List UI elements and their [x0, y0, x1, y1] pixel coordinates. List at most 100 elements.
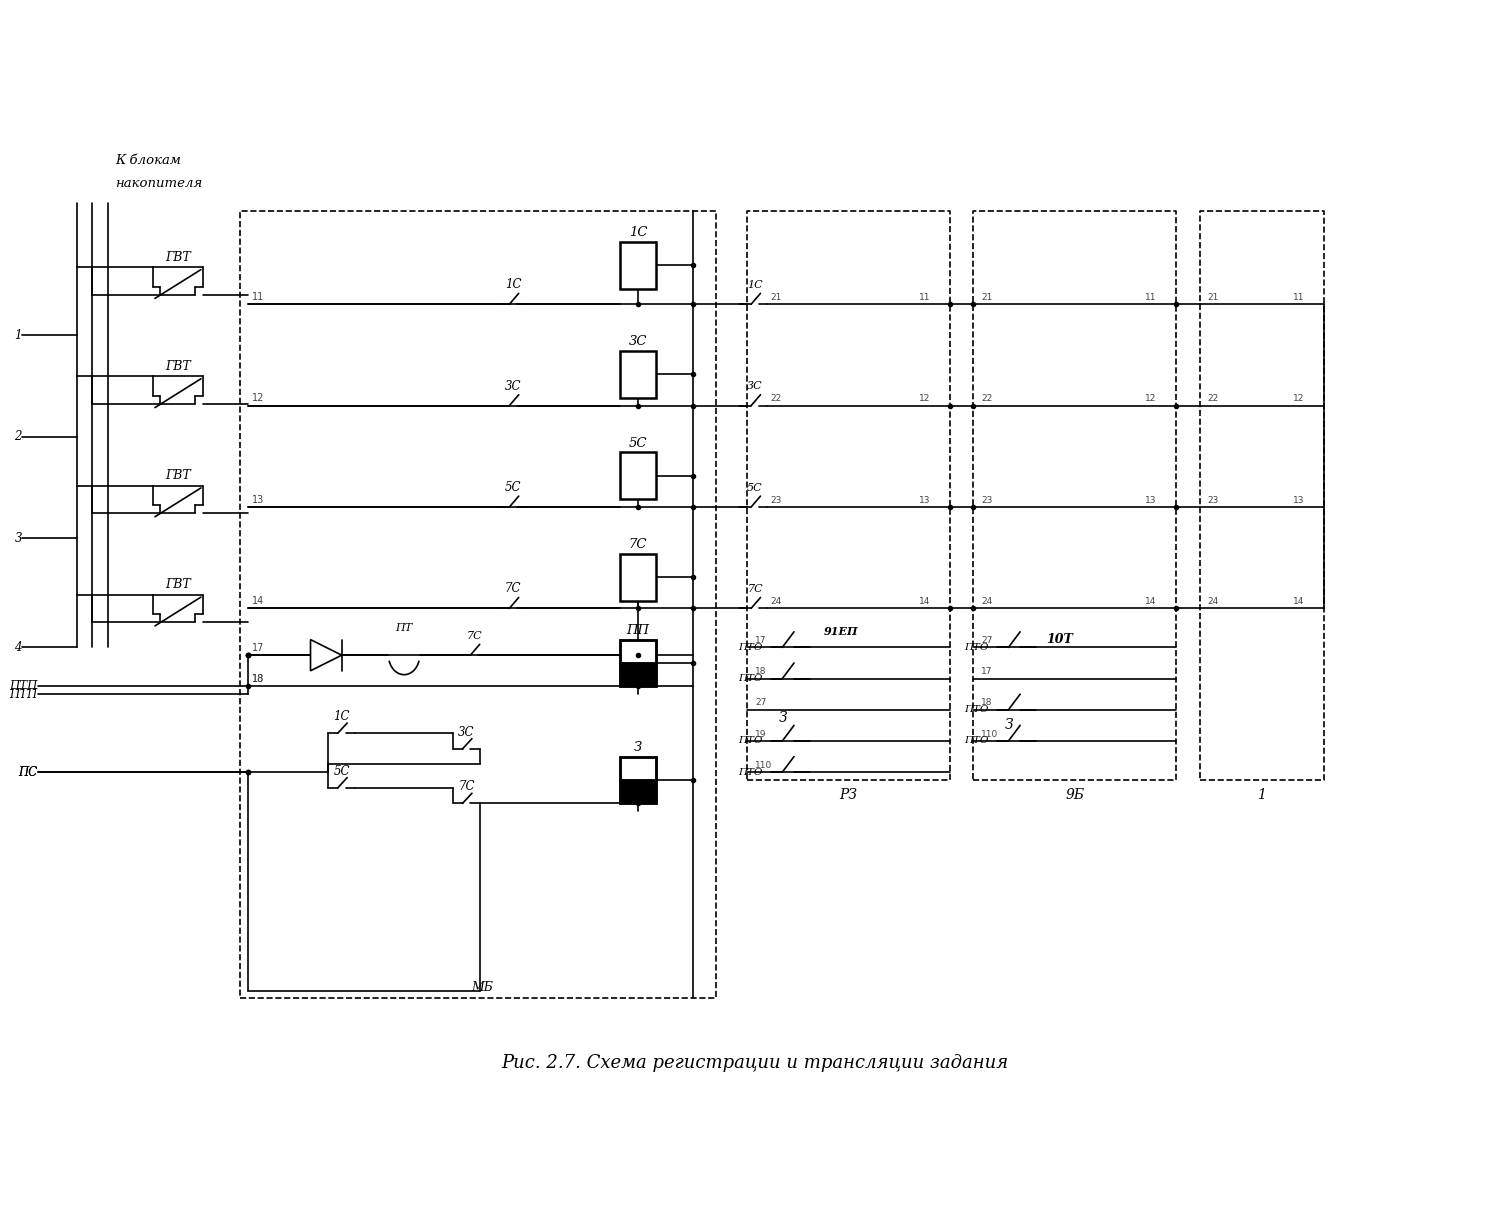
Text: 23: 23: [981, 496, 993, 504]
Text: 12: 12: [1293, 394, 1305, 404]
Text: ПТ: ПТ: [396, 623, 412, 632]
Text: 1С: 1С: [628, 226, 648, 239]
Text: ПТО: ПТО: [738, 768, 764, 776]
Text: РЗ: РЗ: [840, 788, 858, 802]
Text: 18: 18: [981, 699, 993, 707]
Text: 110: 110: [754, 760, 772, 770]
Text: З: З: [634, 741, 642, 753]
Text: 13: 13: [1293, 496, 1305, 504]
Text: ПТО: ПТО: [738, 736, 764, 746]
Text: 5С: 5С: [506, 481, 522, 494]
Text: ПТО: ПТО: [738, 675, 764, 683]
Text: ГВТ: ГВТ: [165, 578, 190, 591]
Text: 4: 4: [15, 641, 22, 654]
Text: 5С: 5С: [628, 436, 648, 450]
Text: 11: 11: [252, 291, 264, 302]
Text: 3С: 3С: [458, 725, 474, 739]
Text: ПС: ПС: [18, 765, 38, 779]
Text: 3С: 3С: [506, 380, 522, 393]
Text: 22: 22: [1208, 394, 1218, 404]
Text: 13: 13: [920, 496, 930, 504]
Bar: [621, 242, 656, 289]
Text: 19: 19: [754, 729, 766, 739]
Text: 24: 24: [771, 597, 782, 606]
Text: 17: 17: [754, 636, 766, 646]
Text: К блокам: К блокам: [116, 154, 182, 167]
Text: 11: 11: [1293, 293, 1305, 302]
Text: 7С: 7С: [628, 538, 648, 551]
Text: 91ЕП: 91ЕП: [824, 626, 858, 637]
Text: 22: 22: [981, 394, 993, 404]
Bar: [621, 757, 656, 780]
Text: ГВТ: ГВТ: [165, 250, 190, 264]
Bar: [621, 757, 656, 803]
Text: 18: 18: [252, 675, 264, 684]
Text: 10Т: 10Т: [1046, 634, 1072, 646]
Text: ПС: ПС: [18, 765, 38, 779]
Text: ПТП: ПТП: [9, 679, 38, 693]
Text: 2: 2: [15, 430, 22, 444]
Text: ГВТ: ГВТ: [165, 360, 190, 372]
Text: 11: 11: [920, 293, 930, 302]
Text: 21: 21: [981, 293, 993, 302]
Text: накопителя: накопителя: [116, 177, 202, 190]
Text: 1С: 1С: [747, 279, 764, 290]
Text: ПТО: ПТО: [964, 705, 988, 715]
Text: 23: 23: [1208, 496, 1218, 504]
Text: 3: 3: [15, 532, 22, 545]
Text: 13: 13: [1144, 496, 1156, 504]
Text: 23: 23: [771, 496, 782, 504]
Text: З: З: [778, 711, 788, 724]
Text: 7С: 7С: [466, 631, 482, 641]
Text: 18: 18: [252, 675, 264, 684]
Text: ПТП: ПТП: [9, 688, 38, 701]
Text: 22: 22: [771, 394, 782, 404]
Text: 24: 24: [1208, 597, 1218, 606]
Text: 27: 27: [981, 636, 993, 646]
Text: 18: 18: [754, 667, 766, 676]
Text: 7С: 7С: [506, 583, 522, 595]
Text: 14: 14: [920, 597, 930, 606]
Bar: [621, 640, 656, 663]
Text: ПТО: ПТО: [738, 643, 764, 652]
Text: 9Б: 9Б: [1065, 788, 1084, 802]
Text: З: З: [1005, 718, 1013, 733]
Text: 13: 13: [252, 494, 264, 504]
Text: 21: 21: [771, 293, 782, 302]
Text: 14: 14: [252, 596, 264, 606]
Text: 110: 110: [981, 729, 999, 739]
Text: ПТО: ПТО: [964, 643, 988, 652]
Text: 1: 1: [15, 329, 22, 342]
Text: 1: 1: [1257, 788, 1266, 802]
Text: 11: 11: [1144, 293, 1156, 302]
Polygon shape: [310, 640, 342, 671]
Bar: [621, 663, 656, 687]
Bar: [621, 780, 656, 803]
Text: 14: 14: [1293, 597, 1305, 606]
Text: 12: 12: [920, 394, 930, 404]
Bar: [621, 554, 656, 601]
Text: 7С: 7С: [747, 584, 764, 594]
Text: 7С: 7С: [458, 781, 474, 793]
Text: 12: 12: [1144, 394, 1156, 404]
Text: 14: 14: [1144, 597, 1156, 606]
Text: 5С: 5С: [333, 765, 350, 777]
Text: 21: 21: [1208, 293, 1218, 302]
Text: 24: 24: [981, 597, 993, 606]
Bar: [621, 640, 656, 687]
Text: 3С: 3С: [747, 381, 764, 392]
Text: 3С: 3С: [628, 335, 648, 348]
Bar: [621, 452, 656, 499]
Text: 17: 17: [981, 667, 993, 676]
Text: ГВТ: ГВТ: [165, 469, 190, 482]
Text: МБ: МБ: [471, 982, 494, 995]
Text: 1С: 1С: [506, 278, 522, 291]
Text: 17: 17: [252, 643, 264, 653]
Text: 1С: 1С: [333, 711, 350, 723]
Text: 12: 12: [252, 393, 264, 404]
Text: 27: 27: [754, 699, 766, 707]
Bar: [621, 351, 656, 398]
Text: ПТО: ПТО: [964, 736, 988, 746]
Text: 5С: 5С: [747, 482, 764, 492]
Text: ПП: ПП: [627, 624, 650, 637]
